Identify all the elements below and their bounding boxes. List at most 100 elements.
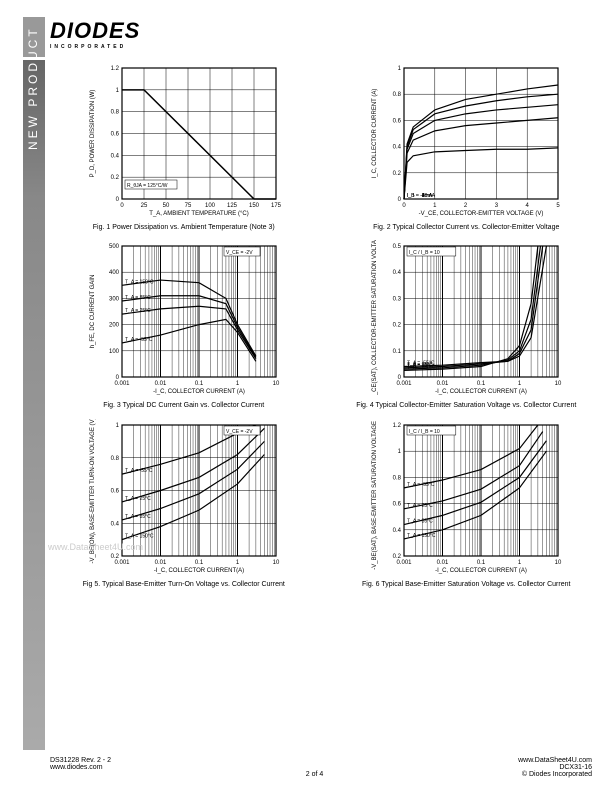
svg-text:0.2: 0.2 bbox=[393, 323, 402, 329]
svg-text:3: 3 bbox=[495, 203, 499, 209]
svg-text:I_C / I_B = 10: I_C / I_B = 10 bbox=[409, 250, 440, 256]
svg-text:0.6: 0.6 bbox=[110, 488, 119, 494]
fig1-svg: 025507510012515017500.20.40.60.811.2R_θJ… bbox=[84, 62, 284, 217]
svg-text:0.6: 0.6 bbox=[393, 118, 402, 124]
svg-text:T_A = -55°C: T_A = -55°C bbox=[407, 482, 435, 488]
svg-text:0: 0 bbox=[115, 197, 119, 203]
svg-text:0.1: 0.1 bbox=[195, 560, 204, 566]
svg-text:0.2: 0.2 bbox=[393, 554, 402, 560]
svg-text:1: 1 bbox=[398, 66, 402, 72]
logo: DIODES INCORPORATED bbox=[50, 18, 140, 50]
svg-text:T_A = 85°C: T_A = 85°C bbox=[407, 518, 433, 524]
svg-text:4: 4 bbox=[526, 203, 530, 209]
svg-text:P_D, POWER DISSIPATION (W): P_D, POWER DISSIPATION (W) bbox=[90, 90, 96, 178]
svg-text:0.8: 0.8 bbox=[393, 92, 402, 98]
svg-text:h_FE, DC CURRENT GAIN: h_FE, DC CURRENT GAIN bbox=[90, 275, 96, 349]
svg-text:0: 0 bbox=[120, 203, 124, 209]
footer: DS31228 Rev. 2 - 2 www.diodes.com 2 of 4… bbox=[50, 757, 592, 778]
svg-text:-I_C, COLLECTOR CURRENT(A): -I_C, COLLECTOR CURRENT(A) bbox=[154, 568, 244, 574]
fig3-chart: 0.0010.010.11100100200300400500T_A = 150… bbox=[84, 240, 284, 400]
svg-text:-V_BE(SAT), BASE-EMITTER SATUR: -V_BE(SAT), BASE-EMITTER SATURATION VOLT… bbox=[372, 419, 378, 570]
sidebar-text: NEW PRODUCT bbox=[26, 26, 40, 150]
svg-text:150: 150 bbox=[249, 203, 260, 209]
svg-text:-V_CE, COLLECTOR-EMITTER VOLTA: -V_CE, COLLECTOR-EMITTER VOLTAGE (V) bbox=[419, 211, 544, 217]
footer-doc: DS31228 Rev. 2 - 2 bbox=[50, 757, 111, 764]
fig3-svg: 0.0010.010.11100100200300400500T_A = 150… bbox=[84, 240, 284, 395]
fig2-cell: 01234500.20.40.60.81I_B = -2mAI_B = -4mA… bbox=[338, 62, 596, 232]
svg-text:10: 10 bbox=[555, 381, 562, 387]
footer-part: DCX31-16 bbox=[518, 764, 592, 771]
svg-text:T_A = 25°C: T_A = 25°C bbox=[125, 496, 151, 502]
svg-text:1: 1 bbox=[115, 88, 119, 94]
svg-text:-I_C, COLLECTOR CURRENT (A): -I_C, COLLECTOR CURRENT (A) bbox=[435, 389, 527, 395]
svg-text:-I_C, COLLECTOR CURRENT (A): -I_C, COLLECTOR CURRENT (A) bbox=[153, 389, 245, 395]
content: 025507510012515017500.20.40.60.811.2R_θJ… bbox=[55, 62, 595, 589]
svg-text:10: 10 bbox=[272, 560, 279, 566]
svg-text:-I_C, COLLECTOR CURRENT (A): -I_C, COLLECTOR CURRENT (A) bbox=[435, 568, 527, 574]
svg-text:200: 200 bbox=[109, 323, 120, 329]
svg-text:100: 100 bbox=[205, 203, 216, 209]
svg-text:V_CE = -2V: V_CE = -2V bbox=[226, 250, 253, 256]
fig5-svg: 0.0010.010.11100.20.40.60.81T_A = -55°CT… bbox=[84, 419, 284, 574]
fig2-caption: Fig. 2 Typical Collector Current vs. Col… bbox=[373, 224, 559, 232]
fig2-chart: 01234500.20.40.60.81I_B = -2mAI_B = -4mA… bbox=[366, 62, 566, 222]
svg-text:0.6: 0.6 bbox=[110, 132, 119, 138]
svg-text:0.01: 0.01 bbox=[437, 381, 449, 387]
svg-text:0.01: 0.01 bbox=[154, 560, 166, 566]
svg-text:0.01: 0.01 bbox=[154, 381, 166, 387]
fig5-caption: Fig 5. Typical Base-Emitter Turn-On Volt… bbox=[83, 581, 285, 589]
svg-text:T_A = 150°C: T_A = 150°C bbox=[125, 280, 154, 286]
svg-text:1: 1 bbox=[518, 560, 522, 566]
svg-text:0.8: 0.8 bbox=[110, 110, 119, 116]
fig2-svg: 01234500.20.40.60.81I_B = -2mAI_B = -4mA… bbox=[366, 62, 566, 217]
svg-text:0.8: 0.8 bbox=[393, 475, 402, 481]
footer-center: 2 of 4 bbox=[306, 771, 324, 778]
fig6-svg: 0.0010.010.11100.20.40.60.811.2T_A = -55… bbox=[366, 419, 566, 574]
svg-text:10: 10 bbox=[555, 560, 562, 566]
svg-text:0.1: 0.1 bbox=[477, 560, 486, 566]
svg-text:0.2: 0.2 bbox=[393, 171, 402, 177]
fig6-chart: 0.0010.010.11100.20.40.60.811.2T_A = -55… bbox=[366, 419, 566, 579]
fig4-chart: 0.0010.010.111000.10.20.30.40.5T_A = 150… bbox=[366, 240, 566, 400]
svg-text:1: 1 bbox=[398, 449, 402, 455]
svg-text:75: 75 bbox=[184, 203, 191, 209]
footer-url: www.diodes.com bbox=[50, 764, 111, 771]
footer-copy: © Diodes Incorporated bbox=[518, 771, 592, 778]
svg-text:T_A = 25°C: T_A = 25°C bbox=[125, 309, 151, 315]
svg-text:T_A, AMBIENT TEMPERATURE (°C): T_A, AMBIENT TEMPERATURE (°C) bbox=[149, 211, 248, 217]
fig1-chart: 025507510012515017500.20.40.60.811.2R_θJ… bbox=[84, 62, 284, 222]
svg-text:1: 1 bbox=[433, 203, 437, 209]
svg-text:0.4: 0.4 bbox=[110, 153, 119, 159]
svg-text:125: 125 bbox=[227, 203, 238, 209]
fig3-cell: 0.0010.010.11100100200300400500T_A = 150… bbox=[55, 240, 313, 410]
svg-text:0.2: 0.2 bbox=[110, 554, 119, 560]
svg-text:0.001: 0.001 bbox=[397, 560, 413, 566]
svg-text:T_A = 25°C: T_A = 25°C bbox=[407, 503, 433, 509]
svg-text:T_A = -55°C: T_A = -55°C bbox=[125, 337, 153, 343]
svg-text:25: 25 bbox=[140, 203, 147, 209]
svg-text:-V_CE(SAT), COLLECTOR-EMITTER: -V_CE(SAT), COLLECTOR-EMITTER SATURATION… bbox=[372, 240, 378, 395]
svg-text:1: 1 bbox=[236, 381, 240, 387]
chart-grid: 025507510012515017500.20.40.60.811.2R_θJ… bbox=[55, 62, 595, 589]
svg-text:400: 400 bbox=[109, 271, 120, 277]
svg-text:T_A = 150°C: T_A = 150°C bbox=[407, 533, 436, 539]
svg-text:0.4: 0.4 bbox=[110, 521, 119, 527]
fig5-chart: 0.0010.010.11100.20.40.60.81T_A = -55°CT… bbox=[84, 419, 284, 579]
svg-text:0.4: 0.4 bbox=[393, 528, 402, 534]
svg-text:T_A = -55°C: T_A = -55°C bbox=[407, 361, 435, 367]
svg-text:I_B = -10mA: I_B = -10mA bbox=[407, 193, 436, 199]
svg-text:2: 2 bbox=[464, 203, 468, 209]
svg-text:0.1: 0.1 bbox=[477, 381, 486, 387]
svg-text:1: 1 bbox=[518, 381, 522, 387]
svg-text:1.2: 1.2 bbox=[110, 66, 119, 72]
fig6-cell: 0.0010.010.11100.20.40.60.811.2T_A = -55… bbox=[338, 419, 596, 589]
svg-text:100: 100 bbox=[109, 349, 120, 355]
footer-right: www.DataSheet4U.com DCX31-16 © Diodes In… bbox=[518, 757, 592, 778]
svg-text:0.001: 0.001 bbox=[114, 560, 130, 566]
svg-text:0.6: 0.6 bbox=[393, 501, 402, 507]
svg-text:0.4: 0.4 bbox=[393, 271, 402, 277]
fig3-caption: Fig. 3 Typical DC Current Gain vs. Colle… bbox=[103, 402, 264, 410]
footer-right-url: www.DataSheet4U.com bbox=[518, 757, 592, 764]
fig4-svg: 0.0010.010.111000.10.20.30.40.5T_A = 150… bbox=[366, 240, 566, 395]
svg-text:0.8: 0.8 bbox=[110, 456, 119, 462]
